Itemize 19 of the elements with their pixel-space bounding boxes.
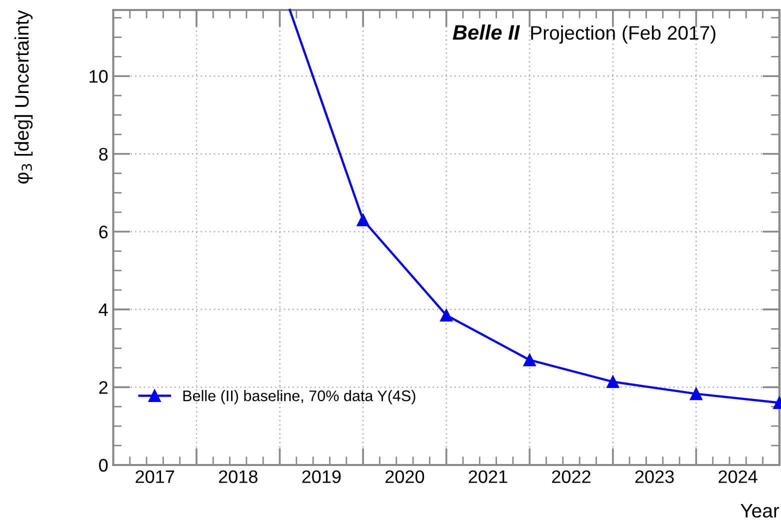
text: Projection (Feb 2017)	[531, 25, 716, 44]
x-tick-label: 2023	[635, 470, 674, 484]
legend-label: Belle (II) baseline, 70% data Υ(4S)	[183, 390, 416, 404]
y-tick-label: 10	[90, 70, 108, 83]
y-tick-label: 0	[99, 458, 108, 472]
x-tick-label: 2021	[468, 470, 508, 484]
x-axis-title: Year	[740, 504, 780, 518]
y-axis-title: φ$_{3}$ [deg] Uncertainty	[14, 10, 33, 184]
x-tick-label: 2024	[718, 470, 758, 484]
y-tick-label: 2	[99, 381, 108, 394]
x-tick-label: 2019	[302, 470, 341, 484]
x-tick-label: 2017	[136, 470, 174, 484]
x-tick-label: 2022	[552, 470, 590, 484]
y-tick-label: 4	[98, 304, 108, 316]
x-tick-label: 2018	[218, 470, 258, 484]
x-tick-label: 2020	[386, 470, 424, 484]
y-tick-label: 6	[99, 226, 108, 238]
text: Belle II	[452, 24, 520, 40]
y-tick-label: 8	[99, 148, 108, 161]
